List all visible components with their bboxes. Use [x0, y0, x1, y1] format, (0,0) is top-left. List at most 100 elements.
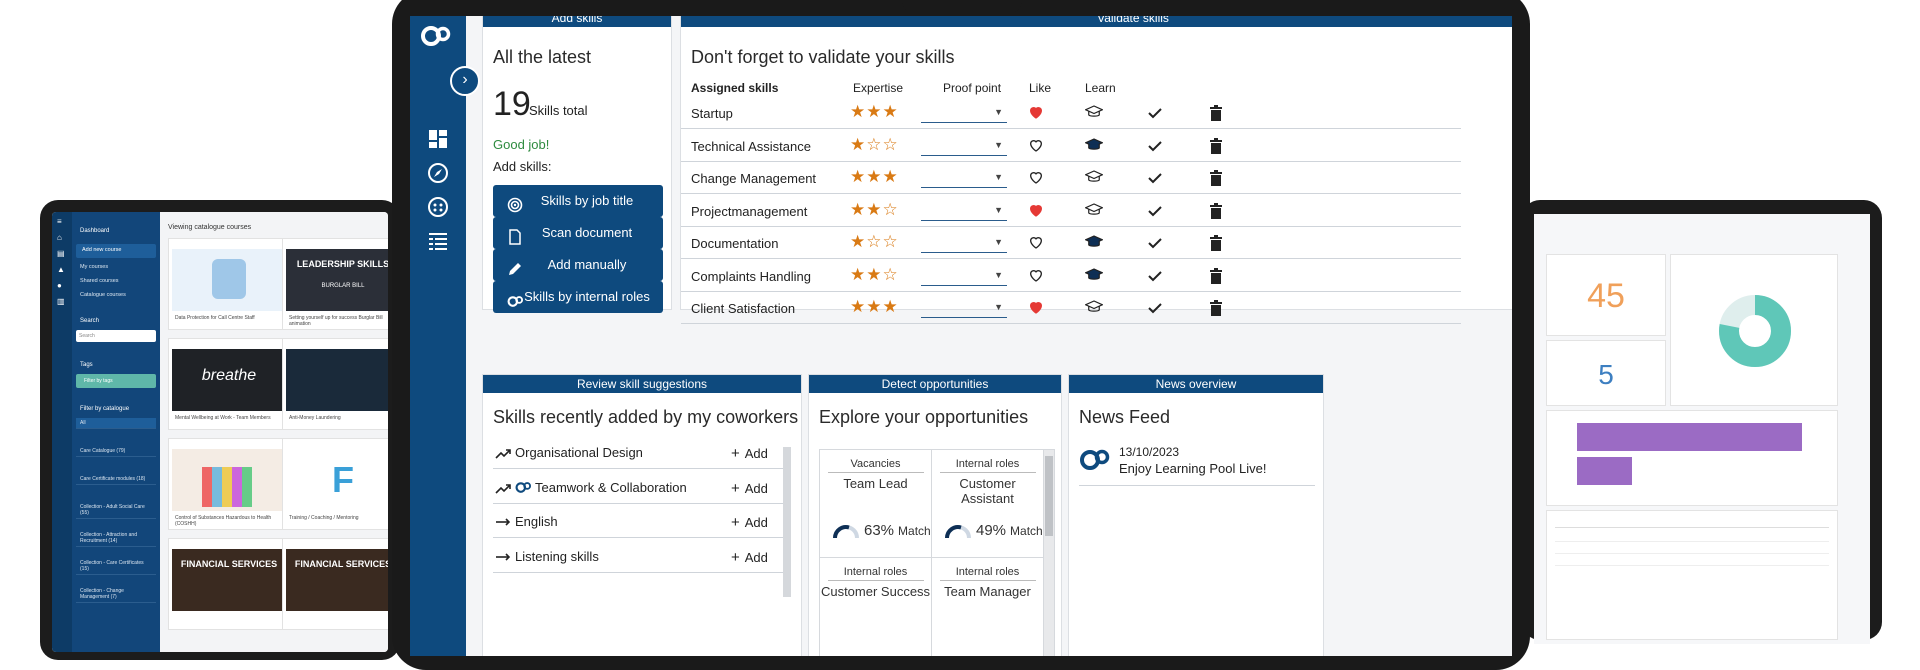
proof-point-select[interactable]: ▼ — [921, 203, 1007, 221]
expertise-stars[interactable]: ★★★ — [850, 102, 899, 121]
scrollbar-thumb[interactable] — [1045, 456, 1053, 536]
check-icon[interactable] — [1147, 300, 1165, 318]
compass-icon[interactable] — [427, 162, 449, 184]
catalogue-item[interactable]: Collection - Change Management (7) — [76, 586, 156, 603]
expertise-stars[interactable]: ★★★ — [850, 167, 899, 186]
learning-pool-logo-icon — [421, 26, 451, 46]
check-icon[interactable] — [1147, 138, 1165, 156]
expertise-stars[interactable]: ★★☆ — [850, 199, 899, 219]
course-card[interactable]: Control of Substances Hazardous to Healt… — [168, 438, 288, 530]
course-card[interactable]: F Training / Coaching / Mentoring — [282, 438, 388, 530]
expand-sidebar-button[interactable]: › — [450, 66, 480, 96]
expertise-stars[interactable]: ★☆☆ — [850, 134, 899, 154]
file-icon[interactable]: ▤ — [57, 249, 65, 258]
check-icon[interactable] — [1147, 235, 1165, 253]
expertise-stars[interactable]: ★☆☆ — [850, 232, 899, 251]
home-icon[interactable]: ⌂ — [57, 233, 62, 242]
filter-by-tags-button[interactable]: Filter by tags — [76, 374, 156, 388]
graduation-cap-outline-icon[interactable] — [1084, 169, 1104, 187]
sidebar-dashboard[interactable]: Dashboard — [80, 228, 110, 234]
suggestion-name: Teamwork & Collaboration — [535, 479, 687, 495]
course-card[interactable]: LEADERSHIP SKILLS BURGLAR BILL Setting you… — [282, 238, 388, 330]
add-suggestion-button[interactable]: + Add — [731, 445, 768, 462]
catalogue-item[interactable]: Collection - Adult Social Care (55) — [76, 502, 156, 519]
add-skills-button-label: Skills by internal roles — [524, 289, 650, 304]
skill-row: Startup ★★★ ▼ — [681, 97, 1461, 129]
news-item-link[interactable]: Enjoy Learning Pool Live! — [1119, 461, 1267, 476]
course-card[interactable]: Anti-Money Laundering — [282, 338, 388, 430]
proof-point-select[interactable]: ▼ — [921, 170, 1007, 188]
add-suggestion-button[interactable]: + Add — [731, 514, 768, 531]
graduation-cap-filled-icon[interactable] — [1084, 137, 1104, 155]
trash-icon[interactable] — [1209, 202, 1227, 221]
news-panel: News overview News Feed 13/10/2023 Enjoy… — [1068, 374, 1324, 656]
opportunities-scrollbar[interactable] — [1044, 450, 1054, 656]
opportunity-divider — [828, 580, 924, 581]
users-icon[interactable]: ● — [57, 281, 62, 290]
add-new-course-button[interactable]: Add new course — [76, 244, 156, 258]
graduation-cap-filled-icon[interactable] — [1084, 267, 1104, 285]
catalogue-item[interactable]: Collection - Attraction and Recruitment … — [76, 530, 156, 547]
sidebar-item-shared-courses[interactable]: Shared courses — [80, 278, 119, 284]
proof-point-select[interactable]: ▼ — [921, 105, 1007, 123]
heart-outline-icon[interactable] — [1028, 137, 1046, 155]
check-icon[interactable] — [1147, 170, 1165, 188]
check-icon[interactable] — [1147, 268, 1165, 286]
graduation-cap-outline-icon[interactable] — [1084, 104, 1104, 122]
trash-icon[interactable] — [1209, 235, 1227, 253]
menu-icon[interactable]: ≡ — [57, 217, 62, 226]
trash-icon[interactable] — [1209, 170, 1227, 188]
heart-filled-icon[interactable] — [1028, 299, 1046, 317]
heart-outline-icon[interactable] — [1028, 169, 1046, 187]
trash-icon[interactable] — [1209, 267, 1227, 286]
expertise-stars[interactable]: ★★★ — [850, 297, 899, 316]
add-suggestion-button[interactable]: + Add — [731, 549, 768, 566]
check-icon[interactable] — [1147, 203, 1165, 221]
opportunity-card[interactable]: Vacancies Team Lead 63% Match — [820, 450, 932, 558]
course-card[interactable]: FINANCIAL SERVICES — [168, 538, 288, 630]
catalogue-item[interactable]: Collection - Care Certificates (15) — [76, 558, 156, 575]
proof-point-select[interactable]: ▼ — [921, 300, 1007, 318]
search-input[interactable]: Search — [76, 330, 156, 342]
add-skills-button-1[interactable]: Skills by job title — [493, 185, 663, 217]
catalogue-item[interactable]: All — [76, 418, 156, 429]
add-skills-button-4[interactable]: Skills by internal roles — [493, 281, 663, 313]
catalogue-item[interactable]: Care Catalogue (79) — [76, 446, 156, 457]
chart-icon[interactable]: ▥ — [57, 297, 65, 306]
expertise-stars[interactable]: ★★☆ — [850, 264, 899, 284]
trash-icon[interactable] — [1209, 300, 1227, 318]
proof-point-select[interactable]: ▼ — [921, 268, 1007, 286]
add-skills-button-3[interactable]: Add manually — [493, 249, 663, 281]
bell-icon[interactable]: ▲ — [57, 265, 65, 274]
tablet-device: › Add skills All the latest 19 Skills to… — [392, 0, 1530, 670]
sidebar-item-my-courses[interactable]: My courses — [80, 264, 109, 270]
graduation-cap-filled-icon[interactable] — [1084, 234, 1104, 252]
heart-outline-icon[interactable] — [1028, 234, 1046, 252]
heart-outline-icon[interactable] — [1028, 267, 1046, 285]
trash-icon[interactable] — [1209, 105, 1227, 123]
opportunity-card[interactable]: Internal roles Customer Success — [820, 558, 932, 656]
caret-down-icon: ▼ — [994, 107, 1003, 117]
graduation-cap-outline-icon[interactable] — [1084, 299, 1104, 317]
catalogue-item[interactable]: Care Certificate modules (18) — [76, 474, 156, 485]
suggestions-scrollbar[interactable] — [783, 447, 791, 597]
left-main: Viewing catalogue courses Data Protectio… — [160, 212, 388, 652]
list-icon[interactable] — [427, 230, 449, 252]
network-icon[interactable] — [427, 196, 449, 218]
check-icon[interactable] — [1147, 105, 1165, 123]
opportunity-card[interactable]: Internal roles Customer Assistant 49% Match — [932, 450, 1044, 558]
trash-icon[interactable] — [1209, 137, 1227, 156]
heart-filled-icon[interactable] — [1028, 202, 1046, 220]
dashboard-icon[interactable] — [427, 128, 449, 150]
sidebar-item-catalogue-courses[interactable]: Catalogue courses — [80, 292, 126, 298]
heart-filled-icon[interactable] — [1028, 104, 1046, 122]
course-card[interactable]: FINANCIAL SERVICES — [282, 538, 388, 630]
add-suggestion-button[interactable]: + Add — [731, 480, 768, 497]
proof-point-select[interactable]: ▼ — [921, 235, 1007, 253]
opportunity-card[interactable]: Internal roles Team Manager — [932, 558, 1044, 656]
proof-point-select[interactable]: ▼ — [921, 138, 1007, 156]
course-card[interactable]: breathe Mental Wellbeing at Work - Team M… — [168, 338, 288, 430]
graduation-cap-outline-icon[interactable] — [1084, 202, 1104, 220]
course-card[interactable]: Data Protection for Call Centre Staff — [168, 238, 288, 330]
add-skills-button-2[interactable]: Scan document — [493, 217, 663, 249]
